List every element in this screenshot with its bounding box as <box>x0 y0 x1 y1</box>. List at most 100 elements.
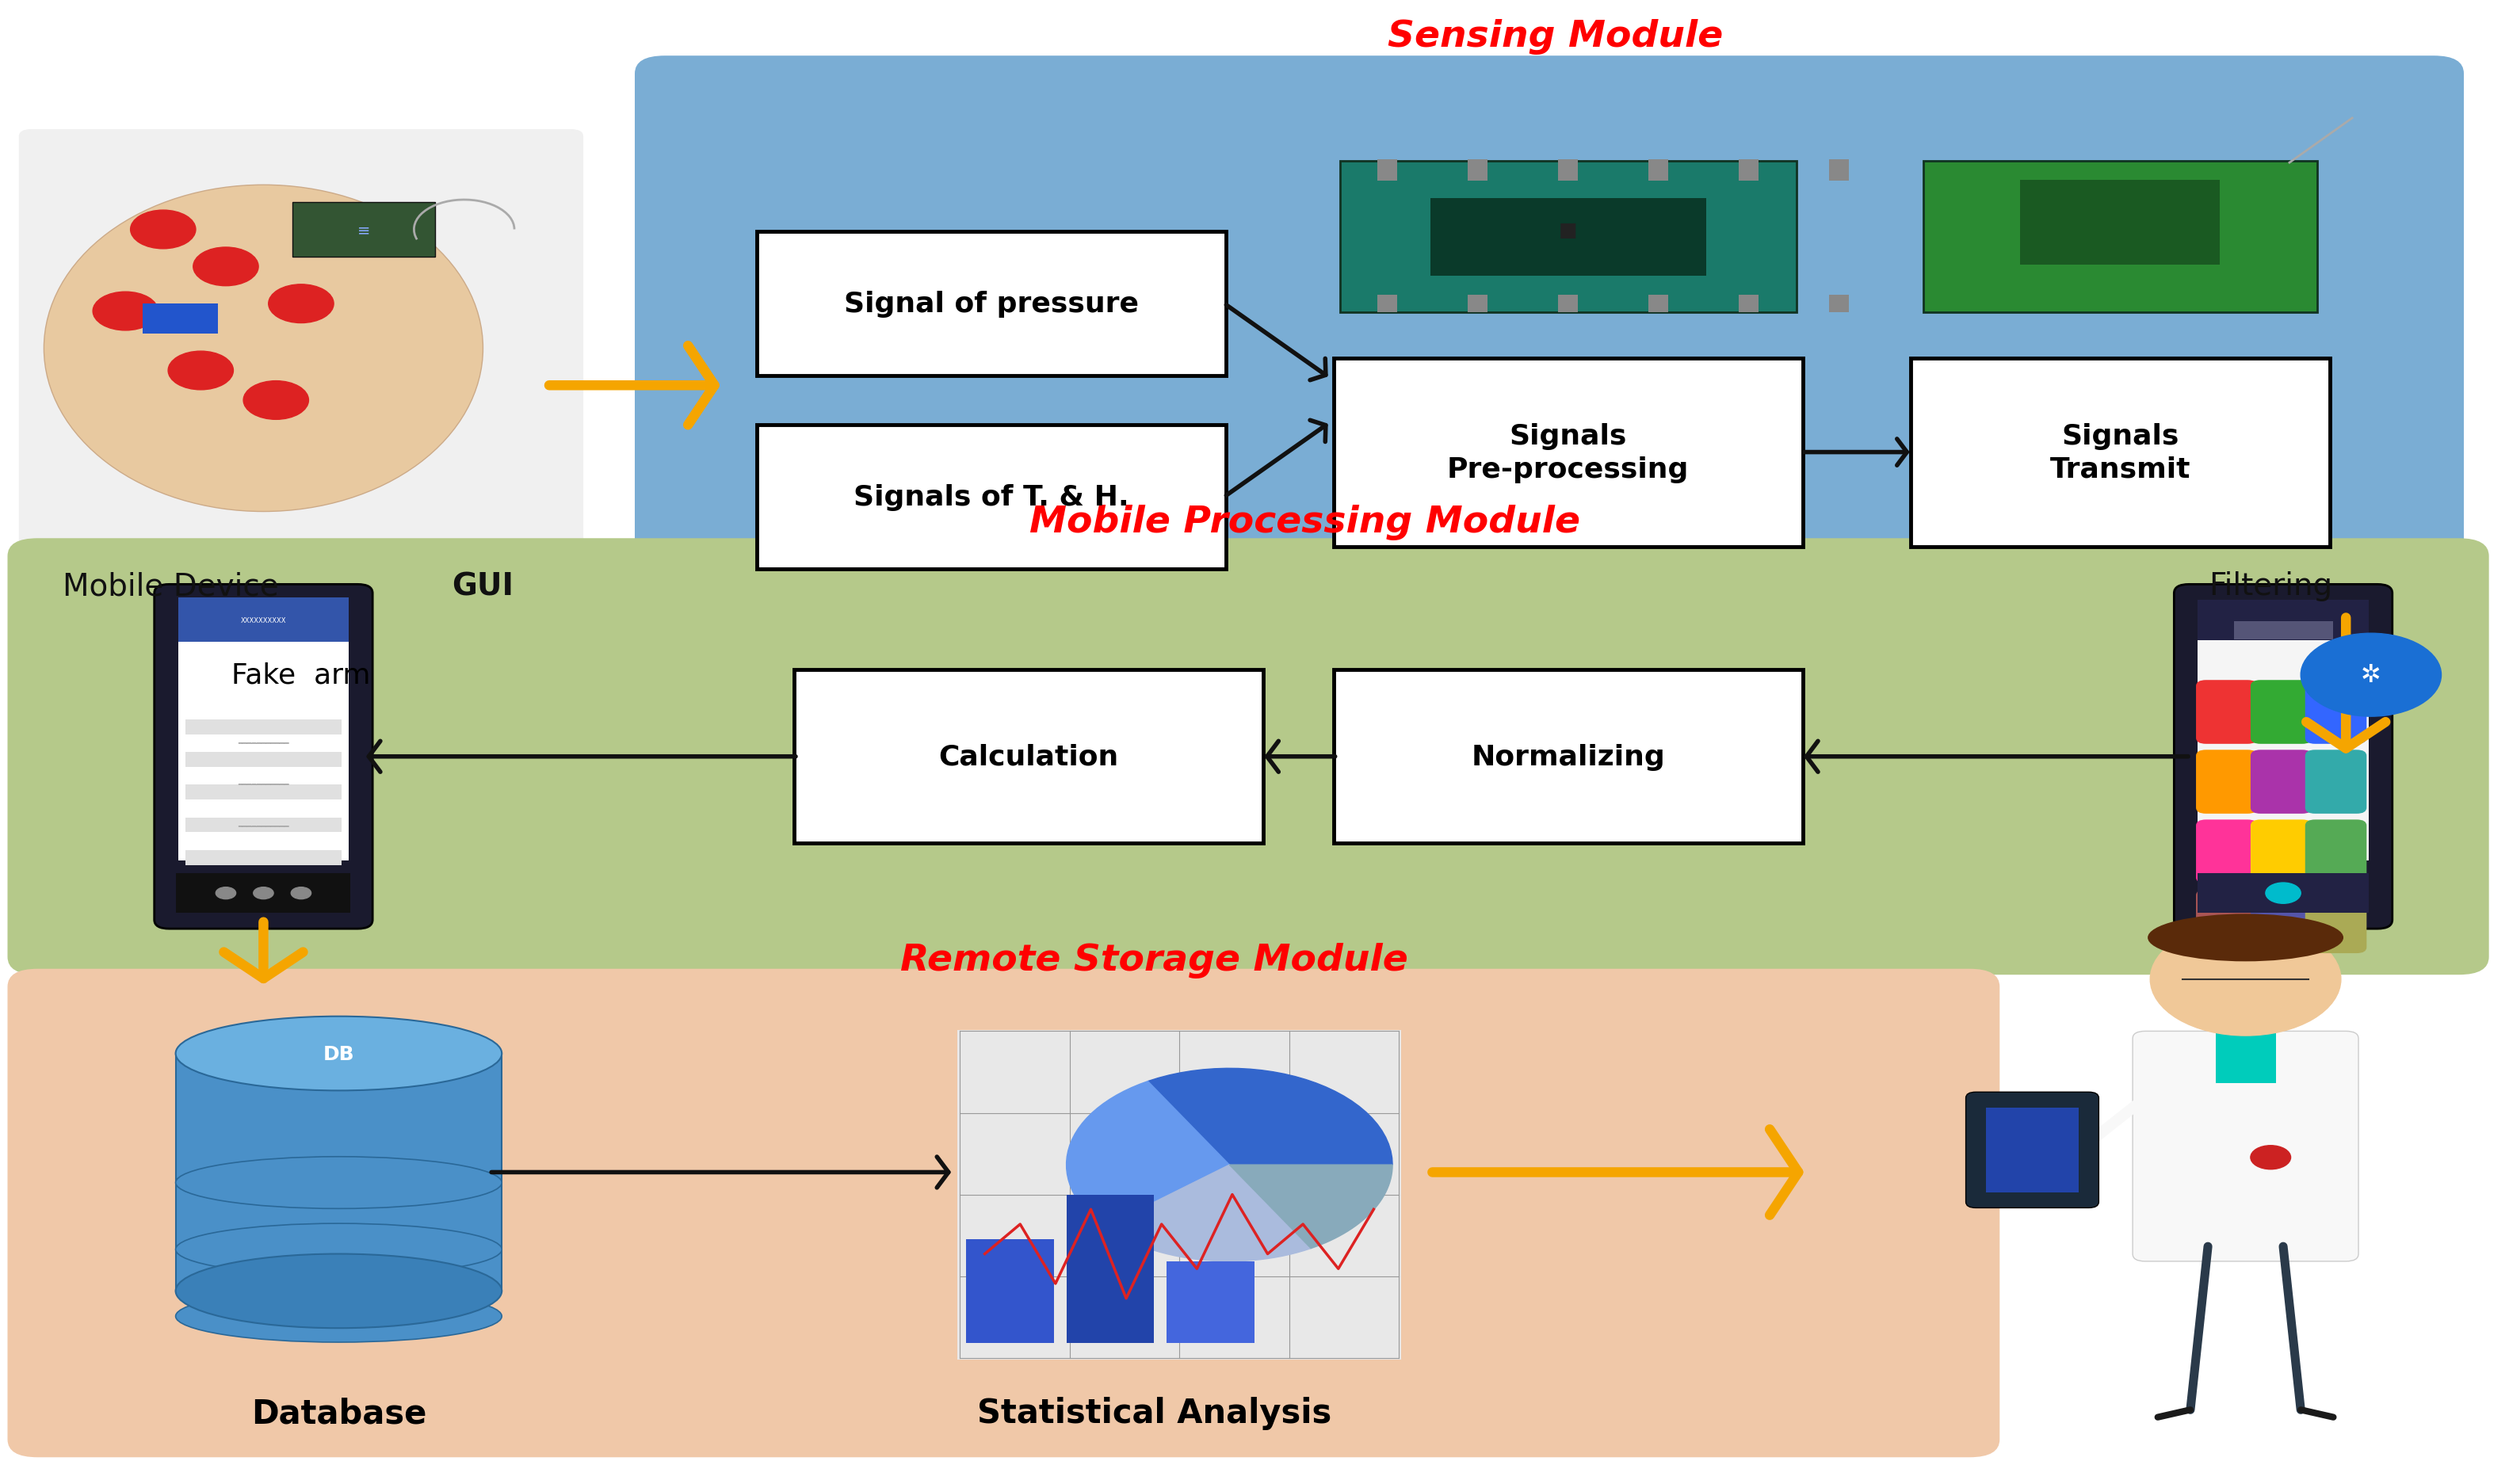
FancyBboxPatch shape <box>2195 890 2258 954</box>
FancyBboxPatch shape <box>2233 622 2333 640</box>
FancyBboxPatch shape <box>186 818 341 833</box>
FancyBboxPatch shape <box>8 539 2489 975</box>
FancyBboxPatch shape <box>186 850 341 865</box>
FancyBboxPatch shape <box>1332 359 1801 548</box>
FancyBboxPatch shape <box>1967 1092 2098 1208</box>
FancyBboxPatch shape <box>1739 295 1759 313</box>
FancyBboxPatch shape <box>156 585 371 929</box>
FancyBboxPatch shape <box>2306 819 2366 884</box>
Circle shape <box>243 381 309 420</box>
Polygon shape <box>1066 1082 1229 1227</box>
FancyBboxPatch shape <box>2195 680 2258 745</box>
FancyBboxPatch shape <box>2133 1031 2358 1261</box>
Circle shape <box>193 248 258 286</box>
Ellipse shape <box>2148 914 2343 962</box>
Text: Database: Database <box>251 1396 427 1429</box>
Text: ━━━━━━━━━━━: ━━━━━━━━━━━ <box>238 738 289 746</box>
FancyBboxPatch shape <box>793 671 1265 843</box>
Text: ━━━━━━━━━━━: ━━━━━━━━━━━ <box>238 779 289 788</box>
Polygon shape <box>1104 1165 1310 1261</box>
FancyBboxPatch shape <box>1377 295 1398 313</box>
Circle shape <box>253 887 273 899</box>
Text: Statistical Analysis: Statistical Analysis <box>976 1396 1332 1429</box>
Polygon shape <box>1229 1165 1392 1248</box>
Text: Fake  arm: Fake arm <box>231 662 371 689</box>
Bar <box>176 1054 502 1291</box>
Text: Calculation: Calculation <box>938 743 1119 770</box>
Ellipse shape <box>176 1158 502 1208</box>
Text: ✲: ✲ <box>2361 663 2381 687</box>
Text: Signals
Transmit: Signals Transmit <box>2050 423 2190 482</box>
FancyBboxPatch shape <box>20 131 582 552</box>
Text: Remote Storage Module: Remote Storage Module <box>901 942 1408 978</box>
FancyBboxPatch shape <box>2198 623 2368 861</box>
Text: Mobile Device: Mobile Device <box>63 571 289 601</box>
FancyBboxPatch shape <box>2195 819 2258 884</box>
Bar <box>1066 1195 1154 1343</box>
FancyBboxPatch shape <box>186 785 341 800</box>
FancyBboxPatch shape <box>1558 295 1578 313</box>
FancyBboxPatch shape <box>956 1030 1400 1359</box>
Text: ≡: ≡ <box>356 223 371 237</box>
FancyBboxPatch shape <box>1922 162 2316 313</box>
Text: Signal of pressure: Signal of pressure <box>843 291 1139 318</box>
Circle shape <box>291 887 311 899</box>
FancyBboxPatch shape <box>1987 1107 2080 1193</box>
Text: Mobile Processing Module: Mobile Processing Module <box>1029 505 1581 540</box>
Circle shape <box>2301 634 2441 717</box>
Text: DB: DB <box>324 1045 354 1063</box>
Text: ━━━━━━━━━━━: ━━━━━━━━━━━ <box>238 821 289 830</box>
Ellipse shape <box>176 1017 502 1091</box>
Circle shape <box>2251 1146 2291 1169</box>
Text: ■: ■ <box>1558 221 1578 239</box>
FancyBboxPatch shape <box>1829 160 1849 181</box>
FancyBboxPatch shape <box>758 424 1224 570</box>
Ellipse shape <box>176 1254 502 1328</box>
FancyBboxPatch shape <box>1468 160 1488 181</box>
FancyBboxPatch shape <box>2195 751 2258 813</box>
Text: Filtering: Filtering <box>2208 571 2333 601</box>
FancyBboxPatch shape <box>1468 295 1488 313</box>
Circle shape <box>93 292 158 331</box>
Circle shape <box>268 285 334 324</box>
FancyBboxPatch shape <box>1829 295 1849 313</box>
FancyBboxPatch shape <box>2306 751 2366 813</box>
Text: Normalizing: Normalizing <box>1470 743 1666 770</box>
FancyBboxPatch shape <box>2020 180 2220 266</box>
Polygon shape <box>1149 1068 1392 1165</box>
Circle shape <box>130 211 196 249</box>
Text: Signals
Pre-processing: Signals Pre-processing <box>1448 423 1689 482</box>
FancyBboxPatch shape <box>1558 160 1578 181</box>
FancyBboxPatch shape <box>758 233 1224 375</box>
FancyBboxPatch shape <box>186 720 341 735</box>
FancyBboxPatch shape <box>1909 359 2328 548</box>
Ellipse shape <box>176 1291 502 1342</box>
FancyBboxPatch shape <box>1648 160 1668 181</box>
FancyBboxPatch shape <box>1332 671 1801 843</box>
Text: GUI: GUI <box>452 571 514 601</box>
FancyBboxPatch shape <box>1739 160 1759 181</box>
FancyBboxPatch shape <box>8 969 2000 1457</box>
FancyBboxPatch shape <box>2251 890 2313 954</box>
FancyBboxPatch shape <box>1377 160 1398 181</box>
FancyBboxPatch shape <box>2198 601 2368 641</box>
FancyBboxPatch shape <box>1340 162 1796 313</box>
Text: XXXXXXXXXX: XXXXXXXXXX <box>241 617 286 623</box>
Text: Signals of T. & H.: Signals of T. & H. <box>853 484 1129 510</box>
FancyBboxPatch shape <box>1430 199 1706 276</box>
FancyBboxPatch shape <box>2215 1024 2276 1083</box>
FancyBboxPatch shape <box>2306 890 2366 954</box>
FancyBboxPatch shape <box>143 304 218 334</box>
Circle shape <box>2266 883 2301 904</box>
Circle shape <box>216 887 236 899</box>
Ellipse shape <box>45 186 482 512</box>
FancyBboxPatch shape <box>178 623 349 861</box>
FancyBboxPatch shape <box>2251 751 2313 813</box>
FancyBboxPatch shape <box>2198 873 2368 914</box>
FancyBboxPatch shape <box>176 873 351 914</box>
Bar <box>966 1239 1054 1343</box>
FancyBboxPatch shape <box>186 752 341 767</box>
FancyBboxPatch shape <box>2306 680 2366 745</box>
Circle shape <box>2150 923 2341 1036</box>
Circle shape <box>168 352 233 390</box>
